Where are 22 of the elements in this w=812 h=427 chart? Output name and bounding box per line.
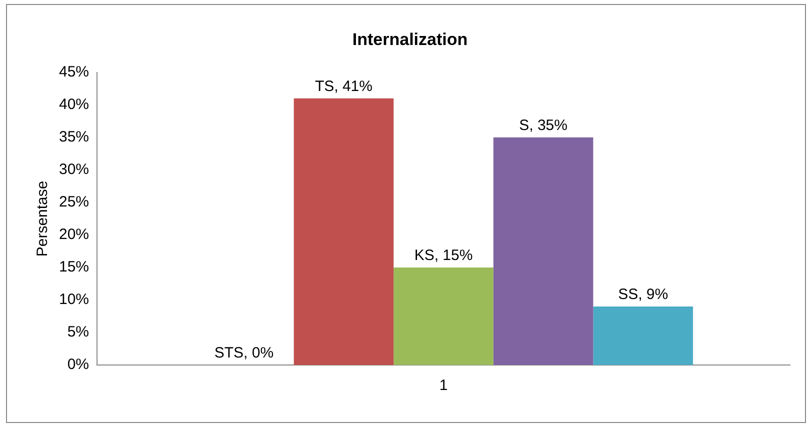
- text: KS, 15%: [414, 247, 473, 264]
- y-tick-label: 20%: [58, 226, 90, 244]
- y-tick-label: 45%: [58, 64, 90, 81]
- y-tick-label: 5%: [67, 324, 90, 341]
- chart-title: Internalization: [352, 30, 468, 49]
- bar: [593, 306, 693, 365]
- y-tick-label: 40%: [58, 96, 90, 114]
- y-axis-title: Persentase: [34, 180, 52, 257]
- text: TS, 41%: [314, 78, 372, 96]
- text: STS, 0%: [214, 344, 274, 362]
- x-tick-label: 1: [439, 377, 448, 394]
- y-tick-label: 30%: [58, 161, 90, 178]
- y-tick-label: 25%: [58, 194, 90, 211]
- text: SS, 9%: [618, 286, 668, 304]
- bar: [493, 137, 594, 365]
- text: S, 35%: [519, 117, 568, 134]
- y-tick-label: 35%: [58, 128, 90, 146]
- y-tick-label: 10%: [58, 291, 90, 308]
- y-tick-label: 15%: [58, 258, 90, 276]
- bar: [394, 267, 494, 365]
- y-tick-label: 0%: [67, 356, 90, 374]
- bar: [294, 98, 394, 365]
